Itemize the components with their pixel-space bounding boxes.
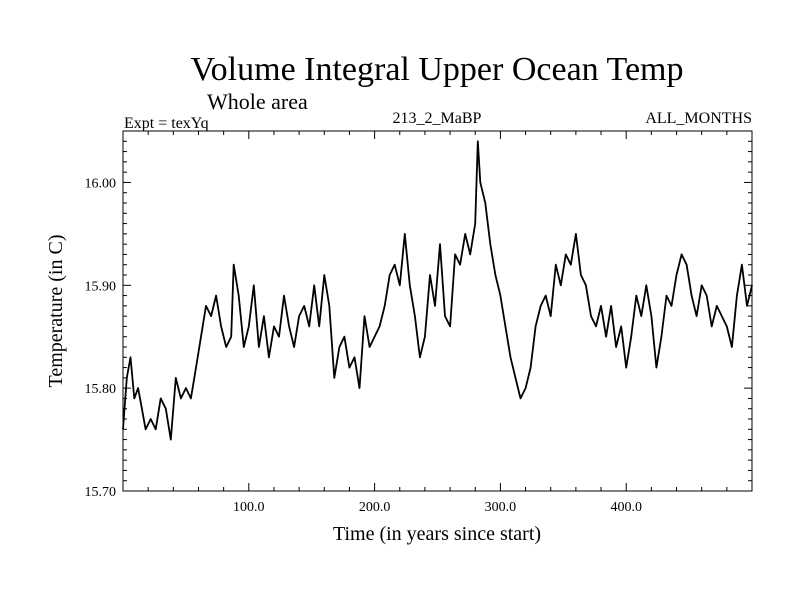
- x-tick-label: 100.0: [233, 500, 265, 515]
- header-center: 213_2_MaBP: [393, 110, 482, 127]
- chart-title: Volume Integral Upper Ocean Temp: [191, 51, 684, 88]
- y-axis-label: Temperature (in C): [45, 235, 67, 388]
- header-right: ALL_MONTHS: [645, 110, 752, 127]
- y-tick-label: 15.70: [85, 485, 117, 500]
- plot-frame: [122, 130, 753, 492]
- x-tick-label: 400.0: [610, 500, 642, 515]
- x-axis-label: Time (in years since start): [333, 523, 541, 545]
- tick-labels: 100.0 200.0 300.0 400.0 15.70 15.80 15.90 16.00: [85, 176, 642, 515]
- axis-ticks: [123, 131, 752, 491]
- y-tick-label: 15.80: [85, 382, 117, 397]
- series-line: [122, 140, 753, 441]
- x-tick-label: 200.0: [359, 500, 391, 515]
- chart-subtitle: Whole area: [207, 89, 308, 114]
- y-tick-label: 16.00: [85, 176, 117, 191]
- y-tick-label: 15.90: [85, 279, 117, 294]
- header-left: Expt = texYq: [124, 115, 209, 132]
- x-tick-label: 300.0: [485, 500, 517, 515]
